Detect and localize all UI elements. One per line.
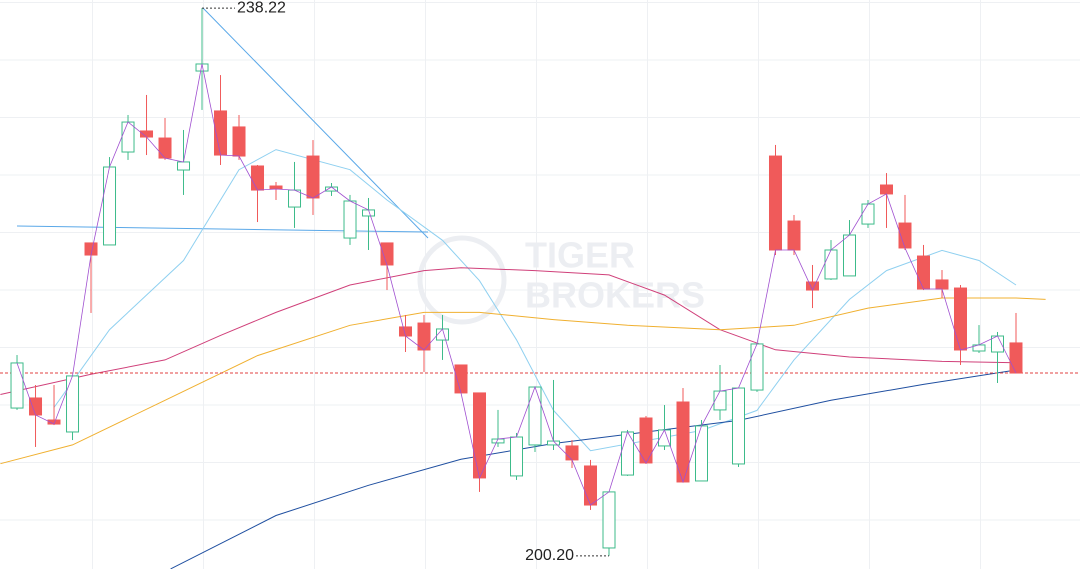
candle-body <box>436 328 450 341</box>
candle-body <box>103 166 117 246</box>
ma-line <box>0 297 1046 465</box>
candle-body <box>935 279 949 290</box>
watermark: BROKERS <box>525 275 705 316</box>
candle-body <box>713 390 727 411</box>
close-line <box>16 63 1017 506</box>
ma-line <box>0 267 1017 395</box>
candle-body <box>602 491 616 549</box>
candle-body <box>269 185 283 190</box>
min-label: 200.20 <box>525 547 574 564</box>
candle-body <box>1009 342 1023 374</box>
trend-line <box>16 225 429 233</box>
candle-body <box>251 165 265 191</box>
candle-body <box>380 242 394 266</box>
candle-body <box>66 375 80 433</box>
candle-body <box>473 392 487 479</box>
candle-body <box>916 255 930 290</box>
candle-body <box>750 343 764 391</box>
candle-body <box>288 189 302 208</box>
candle-body <box>232 126 246 157</box>
candle-body <box>584 465 598 506</box>
candle-body <box>805 281 819 291</box>
candle-body <box>787 220 801 251</box>
candle-body <box>861 203 875 225</box>
candle-body <box>768 155 782 251</box>
candle-body <box>731 387 745 465</box>
candle-body <box>879 184 893 195</box>
candle-body <box>121 121 135 153</box>
watermark: TIGER <box>525 235 635 276</box>
candle-body <box>177 161 191 171</box>
candle-body <box>10 362 24 409</box>
candle-body <box>953 287 967 351</box>
candle-body <box>824 249 838 280</box>
candle-body <box>306 155 320 199</box>
candle-body <box>528 386 542 446</box>
max-label: 238.22 <box>237 0 286 16</box>
candle-body <box>510 436 524 477</box>
candle-body <box>343 200 357 239</box>
candle-body <box>842 234 856 277</box>
candle-body <box>417 322 431 351</box>
candle-body <box>695 425 709 482</box>
candle-body <box>565 445 579 461</box>
ma-line <box>170 369 1017 569</box>
candle-body <box>158 137 172 159</box>
watermark-logo <box>417 235 507 325</box>
candle-body <box>29 397 43 416</box>
trend-line <box>202 7 429 239</box>
